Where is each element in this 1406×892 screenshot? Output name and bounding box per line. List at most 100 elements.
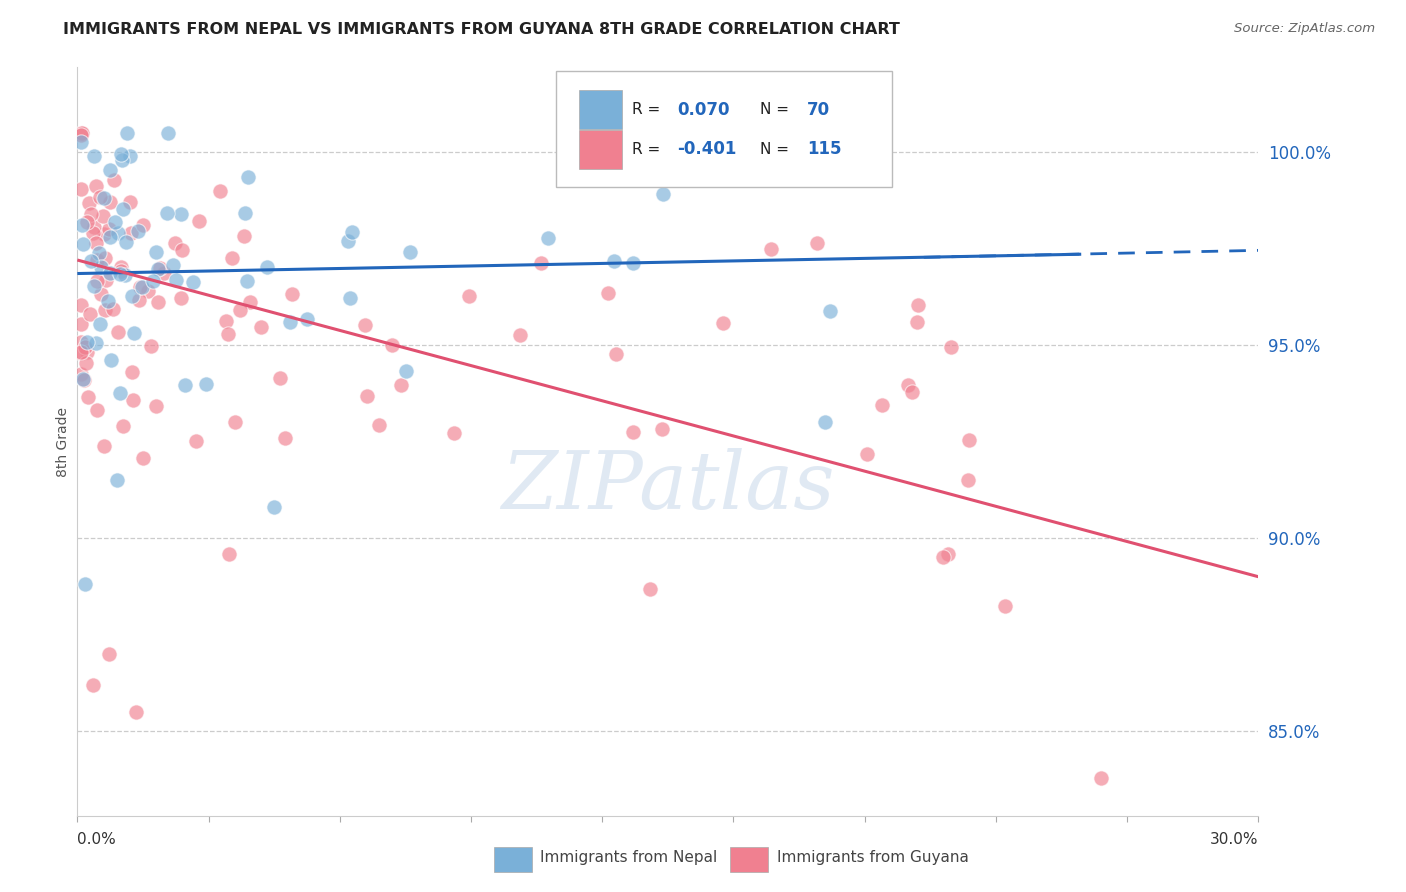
Text: -0.401: -0.401	[678, 140, 737, 158]
Point	[79, 307, 101, 321]
Point	[582, 158, 605, 172]
Point	[70, 298, 93, 312]
Text: ZIPatlas: ZIPatlas	[501, 448, 835, 525]
Point	[98, 267, 121, 281]
Point	[399, 245, 422, 260]
Point	[97, 294, 120, 309]
Point	[354, 318, 377, 333]
Point	[814, 415, 837, 429]
Point	[122, 392, 145, 407]
Point	[256, 260, 278, 274]
Point	[101, 301, 124, 316]
Point	[153, 266, 176, 280]
Point	[295, 312, 318, 326]
Point	[181, 275, 204, 289]
Point	[172, 244, 194, 258]
Point	[110, 260, 132, 274]
Point	[136, 284, 159, 298]
Point	[263, 500, 285, 515]
Point	[342, 225, 364, 239]
Point	[82, 678, 104, 692]
Text: 115: 115	[807, 140, 842, 158]
Point	[111, 419, 134, 434]
Point	[115, 126, 138, 140]
Point	[120, 226, 142, 240]
Point	[125, 705, 148, 719]
FancyBboxPatch shape	[555, 70, 893, 186]
FancyBboxPatch shape	[579, 90, 621, 129]
Point	[73, 373, 96, 387]
Point	[131, 279, 153, 293]
Point	[75, 356, 97, 370]
Point	[76, 345, 98, 359]
Point	[217, 326, 239, 341]
Point	[80, 207, 103, 221]
Point	[530, 256, 553, 270]
Point	[339, 291, 361, 305]
Point	[711, 316, 734, 330]
Point	[70, 126, 93, 140]
Point	[118, 194, 141, 209]
Text: 0.070: 0.070	[678, 101, 730, 119]
Point	[994, 599, 1017, 614]
Point	[939, 340, 962, 354]
Point	[157, 126, 180, 140]
Point	[86, 403, 108, 417]
Point	[638, 582, 661, 596]
Point	[224, 415, 246, 429]
Point	[110, 146, 132, 161]
Point	[70, 335, 93, 350]
Text: R =: R =	[633, 142, 665, 157]
Point	[107, 227, 129, 241]
Point	[83, 148, 105, 162]
Point	[208, 184, 231, 198]
Point	[97, 647, 120, 661]
Point	[76, 390, 98, 404]
Point	[274, 432, 297, 446]
Point	[651, 422, 673, 436]
Point	[70, 218, 93, 232]
Point	[103, 172, 125, 186]
Point	[89, 317, 111, 331]
Point	[93, 303, 115, 318]
Point	[957, 434, 980, 448]
Point	[280, 287, 302, 301]
Point	[104, 215, 127, 229]
Point	[129, 280, 152, 294]
Point	[94, 273, 117, 287]
Point	[391, 377, 413, 392]
Point	[98, 230, 121, 244]
Point	[112, 202, 135, 216]
Point	[72, 236, 94, 251]
Point	[233, 228, 256, 243]
Text: 0.0%: 0.0%	[77, 831, 117, 847]
Point	[605, 347, 627, 361]
Point	[218, 548, 240, 562]
Point	[91, 209, 114, 223]
Point	[111, 153, 134, 167]
Point	[98, 162, 121, 177]
Point	[214, 314, 236, 328]
Point	[149, 260, 172, 275]
FancyBboxPatch shape	[579, 130, 621, 169]
Point	[932, 550, 955, 565]
Point	[221, 251, 243, 265]
Point	[70, 135, 93, 149]
Point	[1090, 771, 1112, 785]
Point	[139, 339, 162, 353]
Point	[84, 179, 107, 194]
Point	[122, 326, 145, 340]
Point	[395, 364, 418, 378]
Point	[90, 287, 112, 301]
Point	[146, 294, 169, 309]
Point	[381, 338, 404, 352]
Point	[621, 425, 644, 440]
Point	[76, 334, 98, 349]
Point	[602, 254, 624, 268]
Point	[128, 293, 150, 307]
Point	[598, 286, 620, 301]
Point	[86, 235, 108, 250]
Text: R =: R =	[633, 102, 665, 117]
Point	[236, 274, 259, 288]
Point	[82, 226, 104, 240]
